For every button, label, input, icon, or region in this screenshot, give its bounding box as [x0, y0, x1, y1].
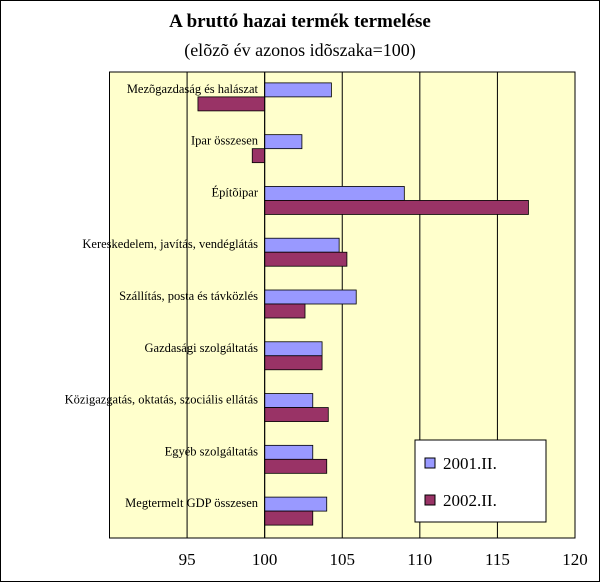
bar: [264, 510, 314, 526]
y-tick-label: Gazdasági szolgáltatás: [145, 341, 259, 355]
bar: [264, 200, 529, 215]
y-tick-label: Megtermelt GDP összesen: [125, 496, 259, 510]
bar: [264, 251, 348, 267]
bar: [264, 355, 323, 371]
legend-swatch: [424, 494, 436, 506]
chart-title: A bruttó hazai termék termelése: [169, 11, 431, 32]
bar: [264, 341, 323, 357]
x-tick-label: 110: [407, 550, 432, 569]
bar: [264, 444, 314, 460]
bar: [264, 407, 329, 422]
bar: [264, 134, 303, 150]
y-tick-label: Szállítás, posta és távközlés: [119, 289, 258, 303]
y-tick-label: Közigazgatás, oktatás, szociális ellátás: [65, 393, 258, 407]
bar: [264, 393, 314, 408]
legend-swatch: [424, 457, 436, 469]
x-tick-label: 120: [562, 550, 588, 569]
bar: [264, 289, 357, 305]
y-tick-label: Mezõgazdaság és halászat: [127, 82, 259, 96]
x-tick-label: 115: [485, 550, 510, 569]
legend-label: 2002.II.: [443, 491, 497, 510]
plot-border: [109, 71, 576, 539]
y-tick-label: Építõipar: [211, 185, 258, 199]
bar: [264, 186, 405, 201]
y-tick-label: Egyéb szolgáltatás: [165, 444, 259, 458]
y-tick-label: Ipar összesen: [191, 134, 259, 148]
bar: [251, 148, 266, 164]
x-tick-label: 100: [252, 550, 278, 569]
bar: [197, 96, 266, 112]
x-tick-label: 105: [330, 550, 356, 569]
chart-subtitle: (elõzõ év azonos idõszaka=100): [184, 40, 416, 61]
bar: [264, 458, 328, 474]
bar: [264, 303, 306, 319]
y-tick-label: Kereskedelem, javítás, vendéglátás: [82, 237, 258, 251]
bar: [264, 82, 332, 98]
legend-label: 2001.II.: [443, 454, 497, 473]
legend: [414, 439, 547, 523]
bar: [264, 237, 340, 253]
bar: [264, 496, 328, 512]
x-tick-label: 95: [179, 550, 196, 569]
